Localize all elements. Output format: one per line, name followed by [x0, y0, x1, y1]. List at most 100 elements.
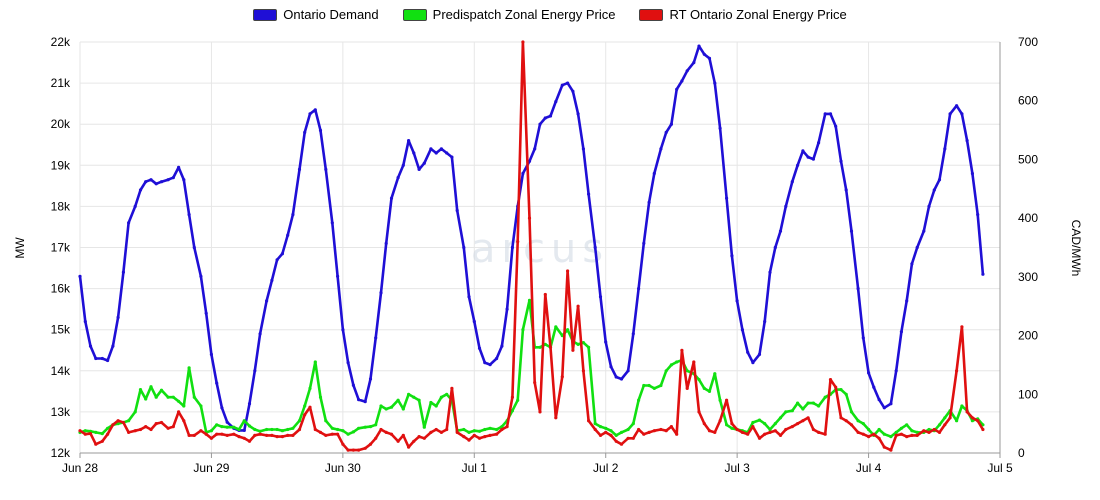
data-point-predispatch-zonal-energy-price [801, 407, 805, 411]
data-point-ontario-demand [702, 52, 706, 56]
data-point-rt-ontario-zonal-energy-price [955, 369, 959, 373]
data-point-ontario-demand [839, 159, 843, 163]
data-point-ontario-demand [680, 79, 684, 83]
data-point-rt-ontario-zonal-energy-price [609, 433, 613, 437]
data-point-predispatch-zonal-energy-price [434, 404, 438, 408]
data-point-ontario-demand [166, 178, 170, 182]
data-point-predispatch-zonal-energy-price [882, 432, 886, 436]
data-point-predispatch-zonal-energy-price [374, 423, 378, 427]
data-point-predispatch-zonal-energy-price [889, 435, 893, 439]
data-point-ontario-demand [384, 241, 388, 245]
data-point-predispatch-zonal-energy-price [220, 425, 224, 429]
x-tick-label: Jun 28 [62, 461, 98, 475]
data-point-rt-ontario-zonal-energy-price [937, 430, 942, 434]
data-point-predispatch-zonal-energy-price [566, 328, 570, 332]
data-point-rt-ontario-zonal-energy-price [401, 433, 405, 437]
data-point-ontario-demand [669, 122, 674, 126]
data-point-predispatch-zonal-energy-price [626, 427, 630, 432]
data-point-rt-ontario-zonal-energy-price [664, 429, 668, 433]
legend-item-predispatch-price[interactable]: Predispatch Zonal Energy Price [402, 7, 615, 22]
data-point-rt-ontario-zonal-energy-price [637, 427, 641, 432]
data-point-ontario-demand [138, 188, 143, 192]
data-point-predispatch-zonal-energy-price [149, 385, 153, 389]
legend-item-rt-price[interactable]: RT Ontario Zonal Energy Price [639, 7, 847, 22]
y-left-tick-label: 20k [51, 117, 71, 131]
data-point-rt-ontario-zonal-energy-price [669, 425, 674, 429]
data-point-predispatch-zonal-energy-price [631, 422, 635, 426]
data-point-predispatch-zonal-energy-price [500, 425, 504, 429]
data-point-ontario-demand [631, 332, 635, 336]
data-point-ontario-demand [379, 291, 383, 295]
data-point-predispatch-zonal-energy-price [247, 424, 252, 428]
data-point-ontario-demand [560, 83, 564, 87]
data-point-predispatch-zonal-energy-price [242, 419, 246, 423]
data-point-ontario-demand [225, 420, 229, 424]
data-point-ontario-demand [823, 112, 827, 116]
data-point-rt-ontario-zonal-energy-price [527, 216, 532, 220]
data-point-predispatch-zonal-energy-price [642, 383, 646, 388]
data-point-rt-ontario-zonal-energy-price [336, 432, 340, 436]
data-point-ontario-demand [286, 233, 290, 237]
data-point-ontario-demand [637, 287, 641, 291]
data-point-predispatch-zonal-energy-price [467, 430, 471, 434]
data-point-predispatch-zonal-energy-price [297, 419, 302, 423]
data-point-ontario-demand [932, 188, 936, 192]
data-point-ontario-demand [817, 141, 821, 145]
data-point-predispatch-zonal-energy-price [861, 422, 865, 426]
x-tick-label: Jul 3 [724, 461, 750, 475]
data-point-predispatch-zonal-energy-price [83, 429, 87, 433]
data-point-ontario-demand [144, 180, 148, 184]
data-point-ontario-demand [121, 270, 125, 274]
data-point-predispatch-zonal-energy-price [521, 328, 525, 332]
data-point-predispatch-zonal-energy-price [554, 325, 558, 329]
data-point-rt-ontario-zonal-energy-price [652, 429, 656, 433]
data-point-ontario-demand [324, 167, 328, 171]
data-point-rt-ontario-zonal-energy-price [790, 425, 794, 429]
data-point-ontario-demand [548, 114, 553, 118]
data-point-ontario-demand [937, 178, 942, 182]
data-point-rt-ontario-zonal-energy-price [100, 439, 104, 443]
data-point-ontario-demand [943, 147, 947, 151]
data-point-ontario-demand [784, 204, 788, 208]
data-point-rt-ontario-zonal-energy-price [187, 433, 191, 437]
data-point-predispatch-zonal-energy-price [445, 392, 449, 396]
data-point-rt-ontario-zonal-energy-price [533, 380, 537, 385]
data-point-rt-ontario-zonal-energy-price [861, 432, 865, 436]
y-right-tick-label: 300 [1018, 270, 1038, 284]
data-point-ontario-demand [877, 398, 881, 402]
data-point-rt-ontario-zonal-energy-price [247, 439, 252, 443]
data-point-predispatch-zonal-energy-price [713, 372, 717, 376]
data-point-rt-ontario-zonal-energy-price [707, 429, 712, 433]
data-point-rt-ontario-zonal-energy-price [445, 427, 449, 432]
data-point-rt-ontario-zonal-energy-price [477, 436, 482, 440]
data-point-ontario-demand [664, 130, 668, 134]
data-point-rt-ontario-zonal-energy-price [730, 422, 734, 426]
data-point-rt-ontario-zonal-energy-price [713, 430, 717, 434]
data-point-rt-ontario-zonal-energy-price [763, 432, 767, 436]
data-point-ontario-demand [106, 358, 110, 363]
data-point-rt-ontario-zonal-energy-price [915, 433, 919, 437]
data-point-ontario-demand [713, 81, 717, 85]
data-point-rt-ontario-zonal-energy-price [253, 433, 257, 437]
series-line-ontario-demand [78, 44, 985, 432]
data-point-ontario-demand [182, 178, 186, 182]
data-point-ontario-demand [368, 377, 373, 381]
data-point-rt-ontario-zonal-energy-price [778, 433, 783, 437]
data-point-rt-ontario-zonal-energy-price [384, 430, 388, 434]
data-point-ontario-demand [889, 402, 893, 406]
data-point-rt-ontario-zonal-energy-price [757, 436, 762, 440]
legend-item-ontario-demand[interactable]: Ontario Demand [253, 7, 379, 22]
data-point-predispatch-zonal-energy-price [576, 342, 580, 346]
data-point-rt-ontario-zonal-energy-price [265, 433, 269, 437]
data-point-rt-ontario-zonal-energy-price [237, 435, 241, 439]
data-point-rt-ontario-zonal-energy-price [889, 448, 893, 452]
x-tick-label: Jun 29 [193, 461, 229, 475]
data-point-rt-ontario-zonal-energy-price [495, 432, 499, 436]
data-point-predispatch-zonal-energy-price [412, 395, 416, 399]
data-point-predispatch-zonal-energy-price [401, 407, 405, 411]
data-point-ontario-demand [867, 371, 871, 375]
data-point-predispatch-zonal-energy-price [970, 419, 975, 423]
data-point-rt-ontario-zonal-energy-price [685, 386, 689, 390]
data-point-rt-ontario-zonal-energy-price [467, 438, 471, 442]
data-point-predispatch-zonal-energy-price [697, 378, 701, 382]
